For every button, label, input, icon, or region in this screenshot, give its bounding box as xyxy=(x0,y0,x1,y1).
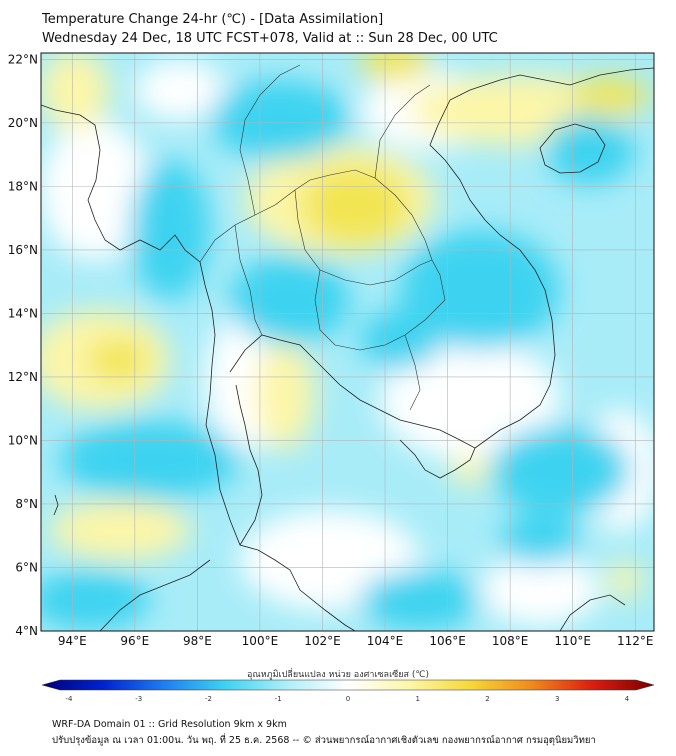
field-patch xyxy=(130,160,210,300)
colorbar-tick-labels: -4 -3 -2 -1 0 1 2 3 4 xyxy=(66,695,630,703)
field-patch xyxy=(607,562,643,598)
border-west xyxy=(234,224,263,336)
lat-tick-label: 20°N xyxy=(8,116,38,130)
field-patch xyxy=(41,570,150,630)
lon-tick-labels: 94°E 96°E 98°E 100°E 102°E 104°E 106°E 108°E 110… xyxy=(58,634,654,648)
field-patch xyxy=(450,455,490,485)
colorbar-tick-label: 4 xyxy=(625,695,630,703)
border-south xyxy=(314,269,446,351)
lat-tick-label: 16°N xyxy=(8,243,38,257)
field-patch xyxy=(380,340,560,460)
lat-tick-label: 10°N xyxy=(8,433,38,447)
border-laos xyxy=(374,84,431,179)
lat-tick-labels: 4°N 6°N 8°N 10°N 12°N 14°N 16°N 18°N 20°N 22°N xyxy=(8,52,38,638)
border-myanmar xyxy=(239,64,301,216)
field-patch xyxy=(88,338,148,382)
colorbar-tick-label: -2 xyxy=(205,695,212,703)
field-patch xyxy=(500,515,580,565)
coastline-gulf xyxy=(229,334,476,479)
field-patch xyxy=(360,310,440,370)
lat-tick-label: 14°N xyxy=(8,306,38,320)
colorbar-tick-label: 2 xyxy=(485,695,489,703)
lon-tick-label: 108°E xyxy=(492,634,529,648)
field-patch xyxy=(60,420,240,500)
border-cambodia xyxy=(404,334,421,411)
colorbar-tick-label: 0 xyxy=(346,695,350,703)
colorbar: -4 -3 -2 -1 0 1 2 3 4 xyxy=(41,679,655,703)
map-subtitle: Wednesday 24 Dec, 18 UTC FCST+078, Valid… xyxy=(42,31,498,46)
field-patch xyxy=(360,53,430,82)
lat-tick-label: 6°N xyxy=(15,560,38,574)
field-patch xyxy=(300,165,410,245)
field-patch xyxy=(480,555,600,625)
lat-tick-label: 12°N xyxy=(8,370,38,384)
colorbar-tick-label: -4 xyxy=(66,695,74,703)
colorbar-tick-label: 3 xyxy=(555,695,559,703)
lat-tick-label: 8°N xyxy=(15,497,38,511)
map-frame xyxy=(40,52,655,632)
lon-tick-label: 104°E xyxy=(367,634,404,648)
coastline-west xyxy=(41,104,356,631)
colorbar-bar xyxy=(41,679,655,691)
lon-tick-label: 98°E xyxy=(183,634,212,648)
map-graticule xyxy=(41,53,654,631)
field-patch xyxy=(400,230,560,350)
colorbar-tick-label: 1 xyxy=(416,695,420,703)
footer-model-info: WRF-DA Domain 01 :: Grid Resolution 9km … xyxy=(52,719,287,730)
border-north xyxy=(199,169,446,301)
coastline-sumatra xyxy=(99,559,211,631)
footer-credit: ปรับปรุงข้อมูล ณ เวลา 01:00น. วัน พฤ. ที… xyxy=(52,735,596,746)
border-central xyxy=(294,189,433,286)
map-coastlines xyxy=(41,67,654,631)
island-andaman xyxy=(53,494,59,516)
colorbar-tick-label: -1 xyxy=(275,695,282,703)
field-patch xyxy=(255,340,315,450)
map-borders xyxy=(199,64,446,411)
coastline-borneo xyxy=(559,594,626,631)
lon-tick-label: 102°E xyxy=(304,634,341,648)
lat-tick-label: 4°N xyxy=(15,624,38,638)
field-patch xyxy=(41,120,150,260)
lon-tick-label: 96°E xyxy=(120,634,149,648)
island-hainan xyxy=(539,123,606,174)
lat-tick-label: 18°N xyxy=(8,179,38,193)
field-patch xyxy=(135,60,225,120)
lat-tick-label: 22°N xyxy=(8,52,38,66)
colorbar-title: อุณหภูมิเปลี่ยนแปลง หน่วย องศาเซลเซียส (… xyxy=(246,670,430,680)
lon-tick-label: 112°E xyxy=(617,634,654,648)
field-patch xyxy=(490,425,630,515)
lon-tick-label: 100°E xyxy=(242,634,279,648)
field-patch xyxy=(545,115,635,185)
lon-tick-label: 110°E xyxy=(554,634,591,648)
field-patch xyxy=(570,77,650,113)
temperature-field xyxy=(41,53,654,631)
field-patch xyxy=(230,255,350,345)
lon-tick-label: 106°E xyxy=(429,634,466,648)
field-patch xyxy=(41,53,110,130)
field-patch xyxy=(360,570,480,630)
map-title: Temperature Change 24-hr (℃) - [Data Ass… xyxy=(42,12,384,27)
coastline-east xyxy=(429,67,654,449)
field-patch xyxy=(210,80,350,160)
lon-tick-label: 94°E xyxy=(58,634,87,648)
colorbar-tick-label: -3 xyxy=(135,695,142,703)
field-patch xyxy=(50,500,190,560)
coastline-peninsula xyxy=(235,384,263,546)
